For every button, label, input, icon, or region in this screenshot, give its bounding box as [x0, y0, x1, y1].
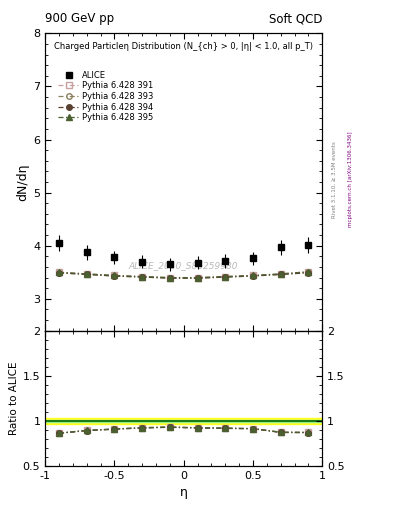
Y-axis label: Ratio to ALICE: Ratio to ALICE	[9, 361, 18, 435]
Y-axis label: dN/dη: dN/dη	[16, 163, 29, 201]
Text: Rivet 3.1.10, ≥ 3.5M events: Rivet 3.1.10, ≥ 3.5M events	[332, 141, 337, 218]
Bar	[45, 418, 322, 423]
X-axis label: η: η	[180, 486, 188, 499]
Text: mcplots.cern.ch [arXiv:1306.3436]: mcplots.cern.ch [arXiv:1306.3436]	[348, 132, 353, 227]
Text: Charged Particleη Distribution (N_{ch} > 0, |η| < 1.0, all p_T): Charged Particleη Distribution (N_{ch} >…	[54, 42, 313, 51]
Text: ALICE_2010_S86259980: ALICE_2010_S86259980	[129, 261, 239, 270]
Text: 900 GeV pp: 900 GeV pp	[45, 12, 114, 25]
Bar	[45, 420, 322, 422]
Legend: ALICE, Pythia 6.428 391, Pythia 6.428 393, Pythia 6.428 394, Pythia 6.428 395: ALICE, Pythia 6.428 391, Pythia 6.428 39…	[55, 67, 157, 125]
Text: Soft QCD: Soft QCD	[269, 12, 322, 25]
